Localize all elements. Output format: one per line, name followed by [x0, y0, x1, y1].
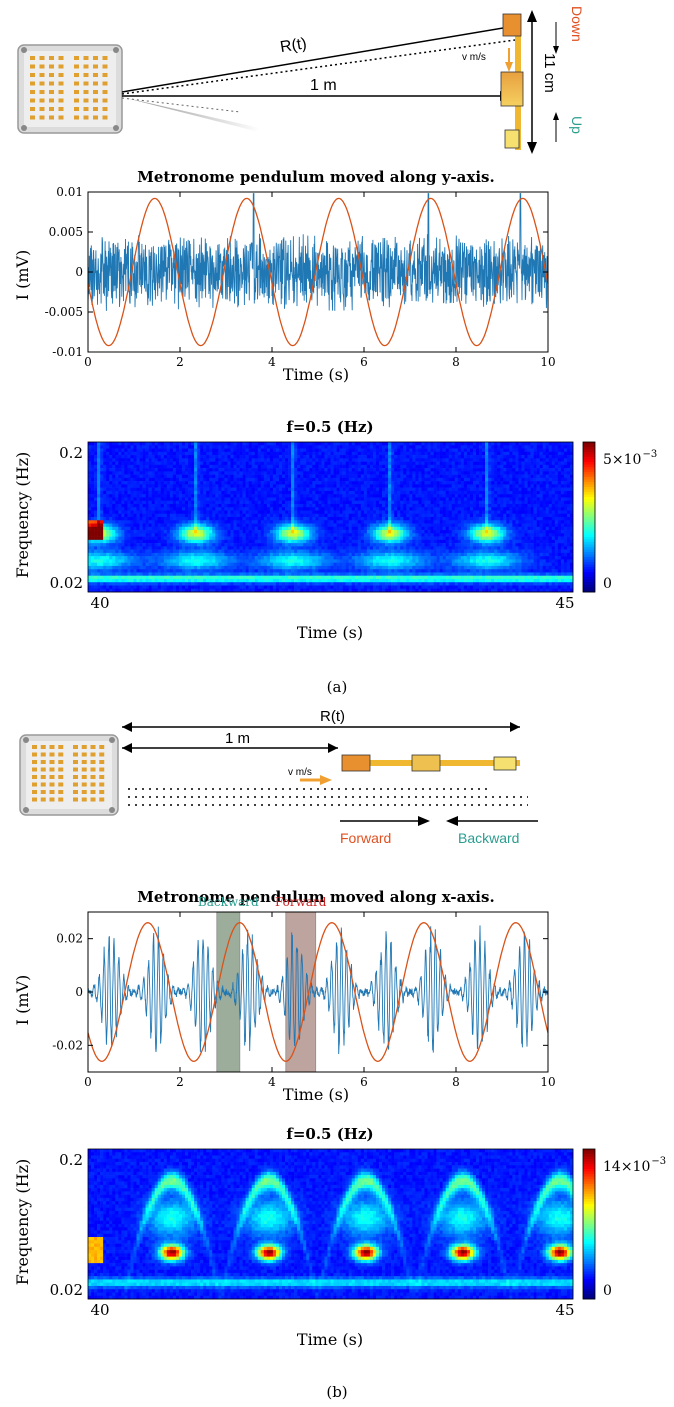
x-tick-label: 10: [540, 1075, 555, 1089]
backward-label: Backward: [458, 830, 519, 846]
chart-title: Metronome pendulum moved along x-axis.: [137, 888, 494, 906]
colorbar-exponent: −3: [642, 449, 657, 460]
y-tick-label: 0.01: [56, 185, 83, 199]
reference-sine: [87, 197, 549, 347]
height-label-a: 11 cm: [541, 53, 558, 93]
chart-title: f=0.5 (Hz): [286, 418, 373, 436]
panel-label-a: (a): [326, 678, 348, 696]
x-tick-label: 40: [90, 594, 109, 612]
y-tick-label: 0.2: [59, 1151, 83, 1169]
x-tick-label: 10: [540, 355, 555, 369]
up-label: Up: [569, 116, 585, 134]
chart-title: f=0.5 (Hz): [286, 1125, 373, 1143]
x-tick-label: 2: [176, 1075, 184, 1089]
colorbar-tick-label: 14×10: [603, 1159, 650, 1175]
spectrogram-a: f=0.5 (Hz) 40 45 0.2 0.02 5×10 −3 0 Time (s) F…: [13, 418, 657, 642]
plot-frame: [87, 1148, 574, 1300]
x-tick-label: 45: [555, 594, 574, 612]
y-tick-label: -0.005: [45, 305, 83, 319]
band-label: Forward: [275, 895, 327, 909]
y-tick-label: 0: [75, 985, 83, 999]
heatmap-cells: [88, 1149, 574, 1300]
x-tick-label: 0: [84, 355, 92, 369]
x-axis-label: Time (s): [297, 623, 363, 642]
x-tick-label: 45: [555, 1301, 574, 1319]
x-tick-label: 0: [84, 1075, 92, 1089]
heatmap-cells: [88, 442, 574, 593]
speed-label-b: v m/s: [288, 767, 312, 778]
speed-label-a: v m/s: [462, 52, 486, 63]
colorbar-tick-label: 5×10: [603, 452, 641, 468]
range-label-b: R(t): [320, 708, 345, 725]
y-axis-label: Frequency (Hz): [13, 452, 32, 579]
diagram-a: R(t) 1 m v m/s 11 cm Down Up: [17, 6, 585, 154]
x-tick-label: 2: [176, 355, 184, 369]
reference-sine: [87, 922, 549, 1062]
x-tick-label: 40: [90, 1301, 109, 1319]
y-tick-label: -0.02: [52, 1038, 83, 1052]
distance-label-b: 1 m: [225, 730, 250, 747]
plot-frame: [87, 441, 574, 593]
y-tick-label: 0.02: [50, 574, 83, 592]
y-tick-label: 0.02: [56, 932, 83, 946]
band-label: Backward: [198, 895, 259, 909]
x-tick-label: 4: [268, 355, 276, 369]
line-chart-x-axis: Metronome pendulum moved along x-axis. B…: [13, 888, 556, 1104]
distance-label-a: 1 m: [310, 77, 337, 94]
colorbar-exponent: −3: [651, 1156, 666, 1167]
down-label: Down: [569, 6, 585, 42]
chart-title: Metronome pendulum moved along y-axis.: [137, 168, 494, 186]
colorbar-tick-label: 0: [603, 576, 612, 592]
signal-series: [87, 925, 549, 1055]
y-tick-label: 0.02: [50, 1281, 83, 1299]
antenna-array-icon: [17, 44, 123, 134]
antenna-array-icon: [19, 734, 119, 816]
x-tick-label: 6: [360, 355, 368, 369]
colorbar: [582, 1148, 596, 1300]
y-tick-label: 0: [75, 265, 83, 279]
line-chart-y-axis: Metronome pendulum moved along y-axis. 0…: [13, 168, 556, 384]
y-axis-label: I (mV): [13, 250, 32, 301]
panel-label-b: (b): [326, 1383, 348, 1401]
y-axis-label: Frequency (Hz): [13, 1159, 32, 1286]
forward-label: Forward: [340, 830, 391, 846]
signal-series: [87, 193, 549, 311]
x-tick-label: 8: [452, 355, 460, 369]
y-axis-label: I (mV): [13, 975, 32, 1026]
x-tick-label: 4: [268, 1075, 276, 1089]
x-axis-label: Time (s): [283, 365, 349, 384]
colorbar: [582, 441, 596, 593]
range-label-a: R(t): [279, 35, 308, 56]
y-tick-label: -0.01: [52, 345, 83, 359]
x-axis-label: Time (s): [297, 1330, 363, 1349]
diagram-b: R(t) 1 m v m/s Forward Backward: [19, 708, 538, 846]
y-tick-label: 0.005: [49, 225, 83, 239]
x-tick-label: 8: [452, 1075, 460, 1089]
colorbar-tick-label: 0: [603, 1283, 612, 1299]
x-axis-label: Time (s): [283, 1085, 349, 1104]
y-tick-label: 0.2: [59, 444, 83, 462]
x-tick-label: 6: [360, 1075, 368, 1089]
